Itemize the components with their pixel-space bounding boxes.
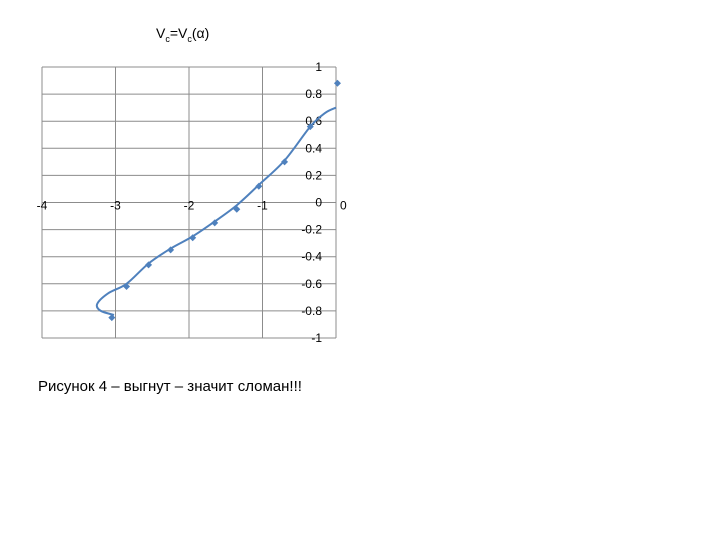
data-point (108, 314, 116, 322)
y-tick-label: -0.2 (301, 223, 322, 237)
data-point (211, 219, 219, 227)
x-tick-label: -2 (184, 199, 195, 213)
chart-title-main: V (156, 25, 166, 41)
data-point (167, 246, 175, 254)
data-point (306, 123, 314, 131)
y-tick-label: -0.8 (301, 304, 322, 318)
chart-title: Vc=Vc(α) (156, 25, 209, 44)
chart-title-eq: =V (170, 25, 188, 41)
data-point (233, 205, 241, 213)
y-tick-label: 0.4 (305, 141, 322, 155)
y-tick-label: -0.4 (301, 250, 322, 264)
tick-labels: 10.80.60.40.20-0.2-0.4-0.6-0.8-1-4 -3 -2 -1… (37, 60, 347, 345)
grid (41, 66, 337, 339)
data-point (333, 79, 341, 87)
y-tick-label: 0.2 (305, 168, 322, 182)
chart-title-arg: (α) (192, 25, 209, 41)
y-tick-label: -0.6 (301, 277, 322, 291)
y-tick-label: 1 (315, 60, 322, 74)
figure-caption: Рисунок 4 – выгнут – значит сломан!!! (38, 378, 302, 395)
series-markers (108, 79, 341, 322)
data-point (281, 158, 289, 166)
x-tick-label: -1 (257, 199, 268, 213)
chart-title-sub1: c (165, 34, 170, 44)
data-point (145, 261, 153, 269)
x-tick-label: -3 (110, 199, 121, 213)
y-tick-label: 0.8 (305, 87, 322, 101)
data-point (189, 234, 197, 242)
x-tick-label: -4 (37, 199, 48, 213)
chart-title-sub2: c (187, 34, 192, 44)
data-point (255, 182, 263, 190)
data-point (123, 283, 131, 291)
y-tick-label: 0 (315, 196, 322, 210)
y-tick-label: -1 (311, 331, 322, 345)
x-tick-label: 0 (340, 199, 347, 213)
